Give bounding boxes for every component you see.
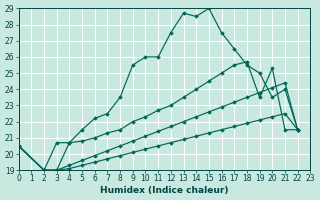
X-axis label: Humidex (Indice chaleur): Humidex (Indice chaleur) <box>100 186 229 195</box>
